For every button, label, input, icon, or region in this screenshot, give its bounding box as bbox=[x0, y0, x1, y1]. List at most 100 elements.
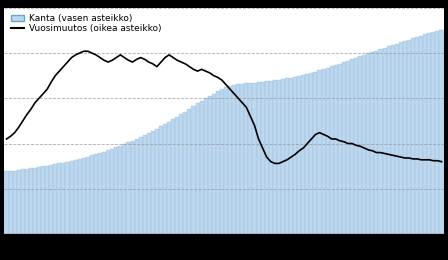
Bar bbox=[86, 157, 90, 234]
Bar bbox=[187, 109, 191, 234]
Bar bbox=[69, 161, 73, 234]
Bar bbox=[155, 129, 159, 234]
Bar bbox=[195, 103, 200, 234]
Bar bbox=[346, 61, 350, 234]
Bar bbox=[265, 81, 269, 234]
Bar bbox=[330, 67, 334, 234]
Bar bbox=[387, 46, 391, 234]
Bar bbox=[314, 72, 318, 234]
Bar bbox=[232, 85, 236, 234]
Bar bbox=[98, 153, 102, 234]
Bar bbox=[399, 42, 403, 234]
Bar bbox=[163, 124, 167, 234]
Bar bbox=[407, 40, 411, 234]
Bar bbox=[427, 33, 431, 234]
Bar bbox=[25, 169, 29, 234]
Bar bbox=[114, 147, 118, 234]
Bar bbox=[379, 49, 383, 234]
Bar bbox=[362, 55, 366, 234]
Bar bbox=[130, 141, 134, 234]
Bar bbox=[277, 80, 281, 234]
Bar bbox=[439, 30, 444, 234]
Bar bbox=[244, 83, 248, 234]
Bar bbox=[134, 139, 138, 234]
Bar bbox=[4, 171, 9, 234]
Bar bbox=[110, 149, 114, 234]
Bar bbox=[370, 52, 375, 234]
Bar bbox=[49, 165, 53, 234]
Bar bbox=[240, 84, 244, 234]
Bar bbox=[435, 31, 439, 234]
Bar bbox=[305, 74, 310, 234]
Bar bbox=[191, 106, 195, 234]
Bar bbox=[338, 64, 342, 234]
Bar bbox=[37, 167, 41, 234]
Legend: Kanta (vasen asteikko), Vuosimuutos (oikea asteikko): Kanta (vasen asteikko), Vuosimuutos (oik… bbox=[9, 12, 163, 35]
Bar bbox=[106, 150, 110, 234]
Bar bbox=[431, 32, 435, 234]
Bar bbox=[73, 160, 78, 234]
Bar bbox=[297, 76, 301, 234]
Bar bbox=[419, 36, 423, 234]
Bar bbox=[143, 135, 147, 234]
Bar bbox=[212, 94, 216, 234]
Bar bbox=[167, 122, 171, 234]
Bar bbox=[220, 89, 224, 234]
Bar bbox=[61, 162, 65, 234]
Bar bbox=[21, 170, 25, 234]
Bar bbox=[175, 117, 179, 234]
Bar bbox=[403, 41, 407, 234]
Bar bbox=[224, 87, 228, 234]
Bar bbox=[78, 159, 82, 234]
Bar bbox=[358, 56, 362, 234]
Bar bbox=[342, 62, 346, 234]
Bar bbox=[126, 142, 130, 234]
Bar bbox=[383, 48, 387, 234]
Bar bbox=[151, 131, 155, 234]
Bar bbox=[65, 162, 69, 234]
Bar bbox=[301, 75, 305, 234]
Bar bbox=[281, 79, 285, 234]
Bar bbox=[310, 73, 314, 234]
Bar bbox=[293, 77, 297, 234]
Bar bbox=[366, 54, 370, 234]
Bar bbox=[200, 101, 204, 234]
Bar bbox=[57, 163, 61, 234]
Bar bbox=[82, 158, 86, 234]
Bar bbox=[179, 114, 183, 234]
Bar bbox=[122, 144, 126, 234]
Bar bbox=[208, 96, 212, 234]
Bar bbox=[391, 45, 395, 234]
Bar bbox=[375, 50, 379, 234]
Bar bbox=[257, 82, 261, 234]
Bar bbox=[285, 78, 289, 234]
Bar bbox=[411, 38, 415, 234]
Bar bbox=[13, 171, 17, 234]
Bar bbox=[269, 81, 273, 234]
Bar bbox=[216, 91, 220, 234]
Bar bbox=[395, 44, 399, 234]
Bar bbox=[334, 65, 338, 234]
Bar bbox=[147, 133, 151, 234]
Bar bbox=[29, 168, 33, 234]
Bar bbox=[423, 34, 427, 234]
Bar bbox=[41, 166, 45, 234]
Bar bbox=[322, 69, 326, 234]
Bar bbox=[118, 146, 122, 234]
Bar bbox=[253, 83, 257, 234]
Bar bbox=[273, 80, 277, 234]
Bar bbox=[350, 59, 354, 234]
Bar bbox=[45, 166, 49, 234]
Bar bbox=[183, 112, 187, 234]
Bar bbox=[236, 84, 240, 234]
Bar bbox=[53, 164, 57, 234]
Bar bbox=[248, 83, 253, 234]
Bar bbox=[204, 98, 208, 234]
Bar bbox=[289, 78, 293, 234]
Bar bbox=[318, 70, 322, 234]
Bar bbox=[9, 171, 13, 234]
Bar bbox=[261, 82, 265, 234]
Bar bbox=[171, 119, 175, 234]
Bar bbox=[326, 68, 330, 234]
Bar bbox=[33, 168, 37, 234]
